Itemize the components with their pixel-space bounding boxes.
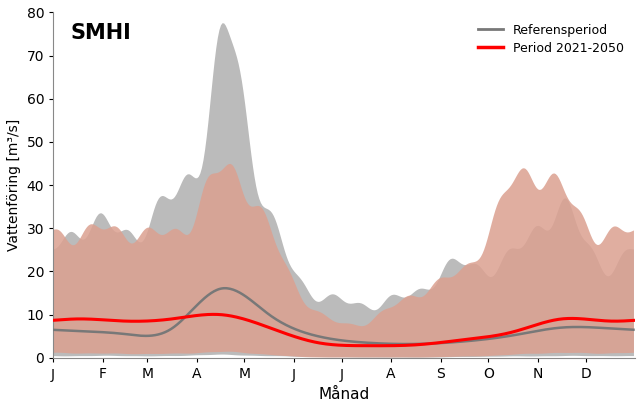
Text: SMHI: SMHI (71, 23, 132, 43)
Y-axis label: Vattenföring [m³/s]: Vattenföring [m³/s] (7, 119, 21, 251)
Legend: Referensperiod, Period 2021-2050: Referensperiod, Period 2021-2050 (473, 19, 629, 60)
X-axis label: Månad: Månad (318, 387, 370, 402)
